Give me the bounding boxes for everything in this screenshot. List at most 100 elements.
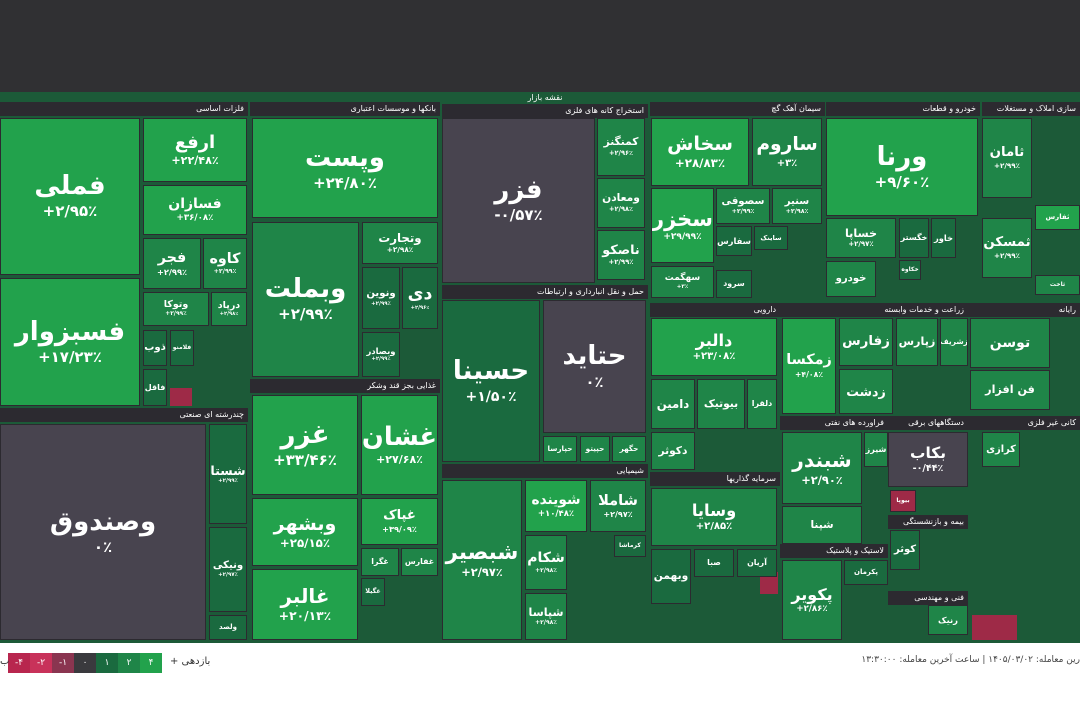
change: +۲۷/۶۸٪ (376, 453, 423, 467)
symbol: فزر (494, 175, 543, 206)
symbol: فسازان (168, 195, 222, 212)
small-tile (170, 388, 192, 406)
stock-tile: حسینا +۱/۵۰٪ (442, 300, 540, 462)
change: -۰/۵۷٪ (494, 206, 543, 225)
legend-step: -۴ (8, 653, 30, 673)
stock-tile: حپیتو (580, 436, 610, 462)
sector-header: فنی و مهندسی (888, 591, 968, 605)
stock-tile: غفارس (401, 548, 438, 576)
stock-tile: دالبر +۲۳/۰۸٪ (651, 318, 777, 376)
symbol: ولصد (219, 623, 237, 632)
symbol: غپاک (383, 508, 416, 524)
stock-tile: فاقل (143, 369, 167, 406)
symbol: بکاب (910, 444, 946, 463)
symbol: بیوتیک (703, 396, 739, 410)
stock-tile: شیرز (864, 432, 888, 467)
symbol: شبندر (792, 448, 852, 473)
stock-tile: وبملت +۲/۹۹٪ (252, 222, 359, 377)
stock-tile: سهگمت +۳٪ (651, 266, 714, 298)
symbol: کاوه (209, 250, 241, 267)
symbol: زشریف (940, 336, 968, 346)
change: +۲/۹۸٪ (785, 207, 809, 215)
legend-label: بازدهی + (170, 656, 211, 667)
symbol: شستا (210, 462, 246, 478)
stock-tile: سفارس (716, 226, 752, 256)
change: +۲/۹۸٪ (608, 205, 634, 214)
sector-header: فراورده های نفتی (780, 416, 888, 430)
symbol: وسایا (691, 500, 737, 520)
stock-tile: وبصادر +۲/۹۹٪ (362, 332, 400, 377)
symbol: حپیتو (585, 443, 605, 453)
symbol: ذوب (144, 341, 166, 353)
stock-tile: سخزر +۲۹/۹۹٪ (651, 188, 714, 263)
sector-header: دارویی (650, 303, 780, 317)
stock-tile: غگیلا (361, 578, 385, 606)
change: +۳٪ (676, 283, 689, 290)
symbol: خگستر (900, 233, 928, 243)
legend-step: ۱ (96, 653, 118, 673)
stock-tile: وبهمن (651, 549, 691, 604)
change: +۲/۹۵٪ (42, 202, 98, 221)
stock-tile: فملی +۲/۹۵٪ (0, 118, 140, 275)
stock-tile: زشریف (940, 318, 968, 366)
symbol: سخزر (652, 207, 713, 232)
stock-tile: فزر -۰/۵۷٪ (442, 118, 595, 283)
stock-tile: وپست +۲۴/۸۰٪ (252, 118, 438, 218)
change: +۲۹/۹۹٪ (663, 232, 702, 243)
legend-step: -۲ (30, 653, 52, 673)
stock-tile: وتوکا +۲/۹۹٪ (143, 292, 209, 326)
change: +۳۳/۴۶٪ (273, 450, 337, 469)
symbol: خساپا (844, 226, 878, 240)
symbol: شاملا (598, 492, 638, 510)
sector-header: سیمان آهک گچ (650, 102, 825, 116)
stock-tile: دی +۲/۹۶٪ (402, 267, 438, 329)
stock-tile: فسازان +۳۶/۰۸٪ (143, 185, 247, 235)
sector-header: لاستیک و پلاستیک (780, 544, 888, 558)
symbol: سخاش (667, 132, 733, 155)
stock-tile: ثاخت (1035, 275, 1080, 295)
symbol: دامین (656, 396, 690, 411)
symbol: کمنگنز (603, 135, 639, 149)
stock-tile: خودرو (826, 261, 876, 297)
legend-edge: ب (0, 656, 10, 667)
stock-tile: ثمسکن +۲/۹۹٪ (982, 218, 1032, 278)
symbol: وصندوق (49, 506, 157, 537)
stock-tile: ذوب (143, 330, 167, 366)
stock-tile: پکویر +۲/۸۶٪ (782, 560, 842, 640)
change: +۲/۹۷٪ (603, 509, 633, 519)
change: +۹/۶۰٪ (874, 172, 930, 191)
change: +۳۶/۰۸٪ (176, 212, 214, 223)
symbol: صبا (707, 558, 721, 568)
stock-tile: زمکسا +۴/۰۸٪ (782, 318, 836, 414)
stock-tile: حتاید ۰٪ (543, 300, 646, 433)
change: +۴/۰۸٪ (794, 369, 824, 379)
change: +۱۰/۴۸٪ (537, 508, 575, 519)
symbol: ثاخت (1049, 281, 1066, 289)
stock-tile: سنیر +۲/۹۸٪ (772, 188, 822, 224)
symbol: ورنا (876, 141, 928, 172)
stock-tile: کاوه +۲/۹۹٪ (203, 238, 247, 289)
stock-tile: ساینک (754, 226, 788, 250)
symbol: زدشت (846, 383, 886, 399)
stock-tile: کوثر (890, 530, 920, 570)
stock-tile: خساپا +۲/۹۷٪ (826, 218, 896, 258)
symbol: ناصکو (602, 242, 640, 258)
symbol: دی (407, 284, 433, 305)
change: +۲/۹۸٪ (535, 619, 557, 627)
change: +۲/۹۹٪ (213, 267, 237, 275)
symbol: شبصیر (445, 539, 519, 565)
symbol: فملی (34, 171, 106, 202)
stock-tile: وبشهر +۲۵/۱۵٪ (252, 498, 358, 566)
sector-header: بیمه و بازنشستگی (888, 515, 968, 529)
change: +۲/۹۸٪ (535, 567, 557, 574)
symbol: سهگمت (664, 273, 701, 284)
stock-tile: ورنا +۹/۶۰٪ (826, 118, 978, 216)
legend-step: ۲ (118, 653, 140, 673)
legend: -۴ -۲ -۱ ۰ ۱ ۲ ۴ (8, 653, 162, 673)
change: +۲/۹۷٪ (218, 572, 238, 579)
sector-header: خودرو و قطعات (826, 102, 980, 116)
stock-tile: شاملا +۲/۹۷٪ (590, 480, 646, 532)
change: +۲۳/۰۸٪ (692, 351, 736, 363)
change: +۲/۹۹٪ (371, 300, 391, 307)
symbol: دالبر (695, 330, 733, 350)
